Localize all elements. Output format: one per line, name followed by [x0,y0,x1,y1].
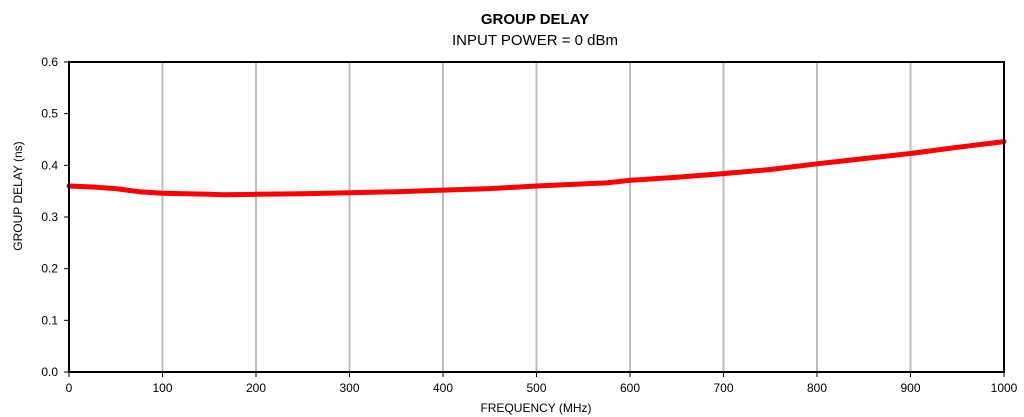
y-tick-label: 0.0 [41,365,58,379]
group-delay-series-line [66,139,1007,198]
x-axis-ticks: 0 100 200 300 400 500 600 700 800 900 1000 [66,372,1018,395]
x-axis-label: FREQUENCY (MHz) [480,401,591,415]
chart-title: GROUP DELAY [481,11,589,28]
y-tick-label: 0.6 [41,55,58,69]
y-tick-label: 0.2 [41,262,58,276]
x-tick-label: 1000 [991,381,1018,395]
x-tick-label: 900 [900,381,920,395]
x-tick-label: 300 [339,381,359,395]
x-tick-label: 400 [433,381,453,395]
data-series-layer [66,139,1007,198]
y-tick-label: 0.5 [41,107,58,121]
y-tick-label: 0.3 [41,210,58,224]
y-axis-label: GROUP DELAY (ns) [11,141,25,250]
y-tick-label: 0.1 [41,313,58,327]
x-tick-label: 800 [807,381,827,395]
chart-subtitle: INPUT POWER = 0 dBm [452,32,618,49]
x-tick-label: 600 [620,381,640,395]
x-tick-label: 100 [152,381,172,395]
x-tick-label: 200 [246,381,266,395]
grid-lines [161,62,912,372]
y-tick-label: 0.4 [41,158,58,172]
x-tick-label: 500 [526,381,546,395]
x-tick-label: 700 [713,381,733,395]
x-tick-label: 0 [66,381,73,395]
y-axis-ticks: 0.0 0.1 0.2 0.3 0.4 0.5 0.6 [41,55,69,379]
